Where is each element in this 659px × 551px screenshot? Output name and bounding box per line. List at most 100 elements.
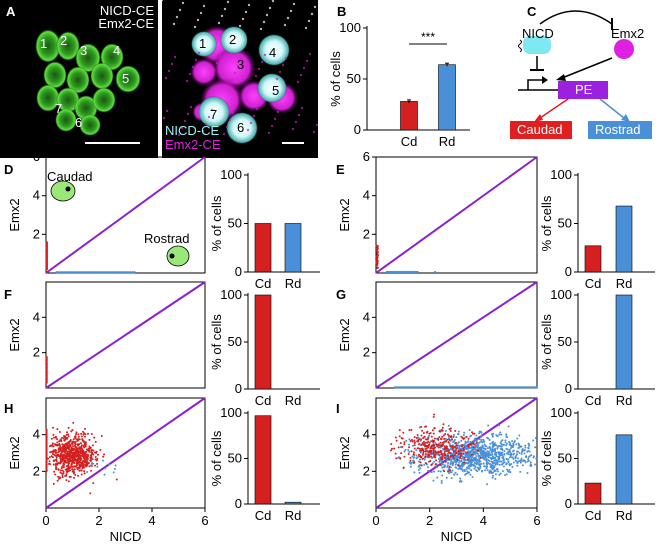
y-axis-label: % of cells [209,430,224,486]
rostrad-point [465,454,468,457]
caudad-point [65,479,68,482]
caudad-point [428,451,431,454]
caudad-point [375,257,379,260]
caudad-point [52,433,55,436]
merged-cell-label-7: 7 [210,107,218,122]
rostrad-point [504,474,507,477]
rostrad-point [503,450,506,453]
rostrad-point [467,440,470,443]
rostrad-point [459,460,462,463]
rostrad-point [497,451,500,454]
rostrad-point [492,467,495,470]
caudad-point [59,454,62,457]
caudad-point [449,427,452,430]
rostrad-point [124,271,127,274]
rostrad-point [481,446,484,449]
rostrad-point [528,444,531,447]
caudad-point [72,421,75,424]
rostrad-point [522,460,525,463]
rostrad-point [108,463,111,466]
scatter-i-scatter: 2 4 0 2 4 6 Emx2 NICD [337,397,541,544]
caudad-point [430,455,433,458]
rostrad-point [88,271,92,274]
caudad-point [433,437,436,440]
caudad-point [435,459,438,462]
bar-rd [615,294,633,390]
rostrad-cell-icon [166,245,190,267]
rostrad-point [460,447,463,450]
rostrad-point [452,433,455,436]
caudad-point [417,438,420,441]
caudad-point [75,431,78,434]
rostrad-point [500,460,503,463]
caudad-point [75,432,78,435]
caudad-point [454,441,457,444]
caudad-point [69,439,72,442]
repression-arc [539,10,613,25]
rostrad-point [432,479,435,482]
caudad-point [78,443,81,446]
caudad-point [67,470,70,473]
caudad-point [427,454,430,457]
caudad-point [446,438,449,441]
rostrad-point [492,471,495,474]
rostrad-point [478,430,481,433]
caudad-point [443,437,446,440]
y-axis-label: % of cells [539,314,554,370]
rostrad-point [96,271,99,274]
caudad-point [89,492,92,495]
caudad-point [54,454,57,457]
rostrad-point [521,448,524,451]
rostrad-point [444,429,447,432]
rostrad-point [489,470,492,473]
caudad-point [438,454,441,457]
caudad-point [66,442,69,445]
rostrad-point [112,471,115,474]
rostrad-point [485,466,488,469]
caudad-point [73,441,76,444]
caudad-point [68,442,71,445]
caudad-point [52,460,55,463]
rostrad-point [499,431,502,434]
caudad-point [440,437,443,440]
rostrad-point [441,463,444,466]
caudad-point [65,436,68,439]
rostrad-point [488,445,491,448]
caudad-point [452,456,455,459]
bar-rd [615,434,633,505]
rostrad-point [500,453,503,456]
caudad-point [75,448,78,451]
caudad-point [77,435,80,438]
x-tick-label: 0 [372,513,379,528]
caudad-point [454,430,457,433]
rostrad-point [518,444,521,447]
rostrad-point [501,439,504,442]
rostrad-point [448,443,451,446]
caudad-point [413,461,416,464]
y-tick-label: 50 [228,451,242,466]
caudad-point [432,415,435,418]
rostrad-point [506,442,509,445]
rostrad-point [466,470,469,473]
rostrad-point [432,470,435,473]
caudad-point [415,436,418,439]
y-tick-label: 50 [558,216,572,231]
rostrad-point [77,271,80,274]
caudad-point [84,433,87,436]
cell-label-1: 1 [40,36,48,51]
rostrad-point [486,469,489,472]
rostrad-point [458,461,461,464]
caudad-point [413,444,416,447]
caudad-point [395,439,398,442]
rostrad-point [94,271,97,274]
caudad-point [425,447,428,450]
caudad-point [441,445,444,448]
caudad-point [52,482,55,485]
caudad-point [73,447,76,450]
rostrad-point [493,465,496,468]
rostrad-point [494,456,497,459]
caudad-point [71,468,74,471]
caudad-point [422,449,425,452]
rostrad-point [489,447,492,450]
rostrad-point [450,477,453,480]
